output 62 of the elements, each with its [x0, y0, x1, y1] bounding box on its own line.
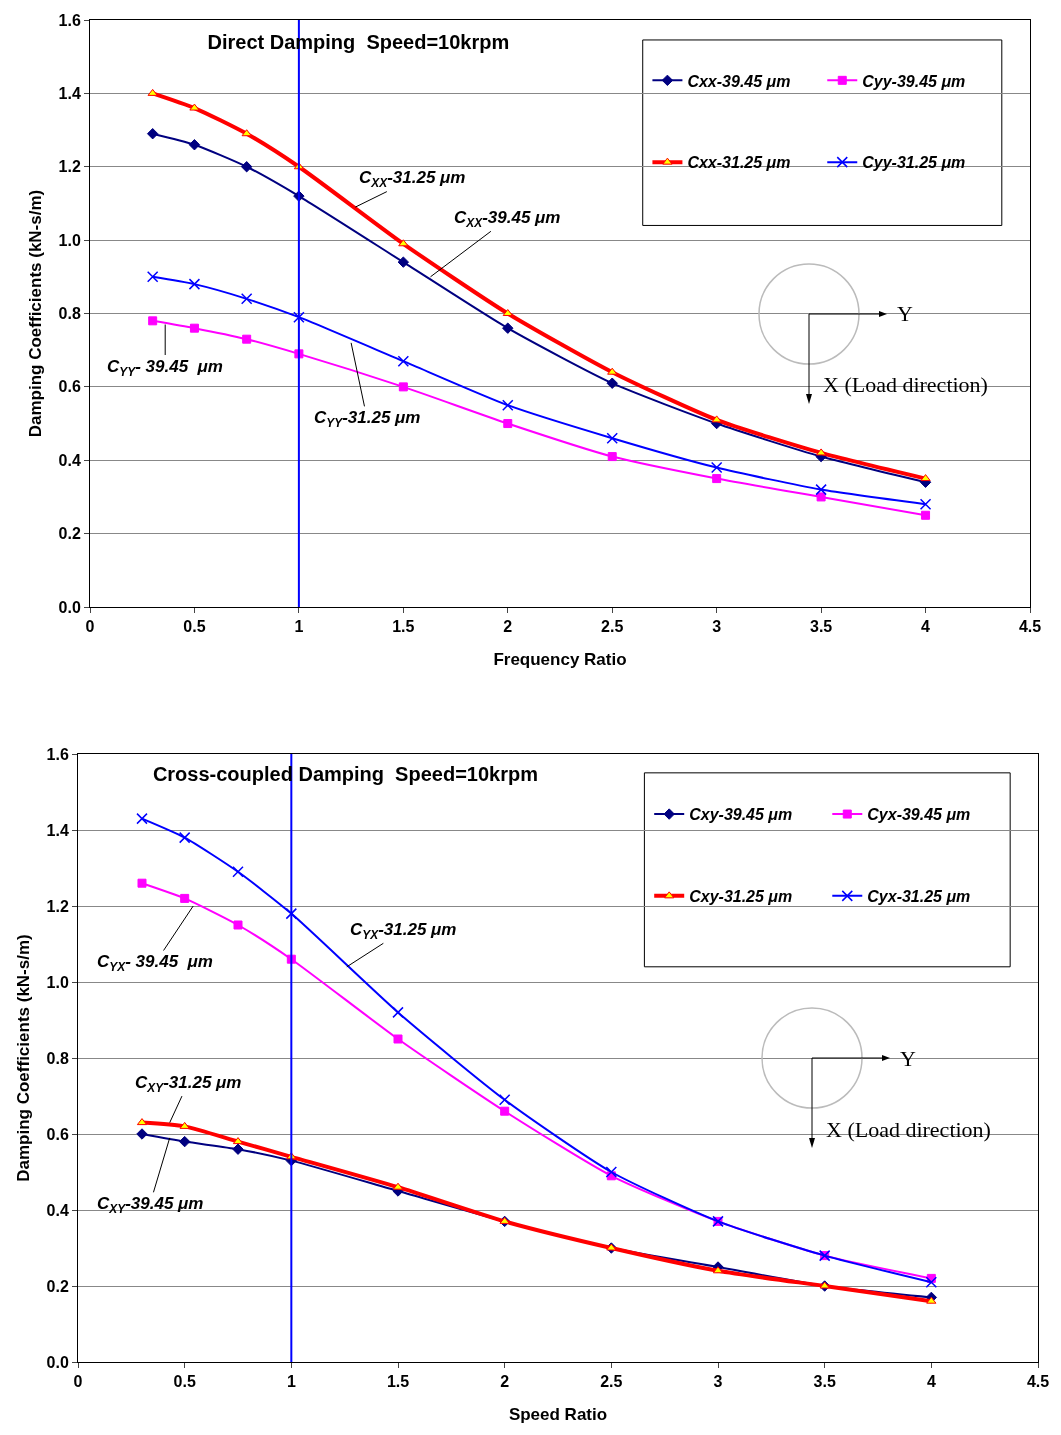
- annotation: C$_{XY}$-31.25 μm: [135, 1073, 242, 1095]
- annotation: X (Load direction): [826, 1117, 991, 1142]
- x-axis-title: Speed Ratio: [508, 1404, 608, 1424]
- y-tick-label: 1.6: [46, 745, 69, 763]
- annotation: C$_{YY}$- 39.45 μm: [107, 357, 223, 379]
- y-tick-label: 0.6: [46, 1125, 69, 1143]
- legend-label: Cyx-39.45 μm: [867, 806, 971, 824]
- y-tick-label: 0.8: [46, 1049, 69, 1067]
- y-tick-label: 1.4: [58, 84, 81, 102]
- y-tick-label: 1.0: [46, 973, 69, 991]
- annotation: C$_{XY}$-39.45 μm: [97, 1194, 204, 1216]
- x-tick-label: 4.5: [1026, 1373, 1050, 1391]
- annotation: Y: [897, 301, 913, 326]
- x-tick-label: 0.5: [183, 618, 206, 636]
- x-tick-label: 4: [921, 618, 931, 636]
- x-tick-label: 2.5: [600, 1373, 623, 1391]
- y-tick-label: 1.0: [58, 231, 81, 249]
- x-tick-label: 3: [712, 618, 722, 636]
- y-tick-label: 1.6: [58, 11, 81, 29]
- y-tick-label: 0.2: [46, 1277, 69, 1295]
- legend-label: Cyy-31.25 μm: [862, 154, 966, 172]
- x-tick-label: 2.5: [601, 618, 624, 636]
- x-tick-label: 3: [713, 1373, 723, 1391]
- annotation: C$_{YX}$-31.25 μm: [350, 920, 457, 942]
- x-tick-label: 1: [294, 618, 304, 636]
- legend-label: Cyy-39.45 μm: [862, 72, 966, 90]
- x-tick-label: 4.5: [1018, 618, 1042, 636]
- x-tick-label: 2: [500, 1373, 510, 1391]
- y-axis-title: Damping Coefficients (kN-s/m): [14, 934, 34, 1182]
- annotation: C$_{XX}$-39.45 μm: [454, 208, 561, 230]
- y-tick-label: 0.0: [46, 1353, 69, 1371]
- x-tick-label: 1: [286, 1373, 296, 1391]
- y-tick-label: 0.4: [46, 1201, 69, 1219]
- x-tick-label: 0: [73, 1373, 83, 1391]
- y-tick-label: 0.0: [58, 598, 81, 616]
- y-tick-label: 1.4: [46, 821, 69, 839]
- x-tick-label: 0: [85, 618, 95, 636]
- y-tick-label: 0.2: [58, 525, 81, 543]
- legend-label: Cxy-31.25 μm: [689, 888, 793, 906]
- annotation: C$_{XX}$-31.25 μm: [359, 168, 466, 190]
- x-tick-label: 1.5: [392, 618, 415, 636]
- legend-label: Cxy-39.45 μm: [689, 806, 793, 824]
- y-tick-label: 0.6: [58, 378, 81, 396]
- x-tick-label: 0.5: [173, 1373, 196, 1391]
- annotation: C$_{YX}$- 39.45 μm: [97, 952, 213, 974]
- y-tick-label: 0.8: [58, 305, 81, 323]
- annotation: C$_{YY}$-31.25 μm: [314, 408, 421, 430]
- legend-label: Cxx-39.45 μm: [687, 72, 791, 90]
- y-tick-label: 1.2: [58, 158, 81, 176]
- y-tick-label: 0.4: [58, 451, 81, 469]
- x-tick-label: 3.5: [809, 618, 833, 636]
- annotation: Y: [900, 1046, 916, 1071]
- legend-label: Cyx-31.25 μm: [867, 888, 971, 906]
- x-tick-label: 3.5: [813, 1373, 836, 1391]
- y-axis-title: Damping Coefficients (kN-s/m): [26, 189, 46, 438]
- x-tick-label: 2: [503, 618, 513, 636]
- annotation: X (Load direction): [823, 372, 988, 397]
- x-axis-title: Frequency Ratio: [493, 649, 627, 669]
- legend-label: Cxx-31.25 μm: [687, 154, 791, 172]
- x-tick-label: 4: [926, 1373, 936, 1391]
- x-tick-label: 1.5: [386, 1373, 410, 1391]
- y-tick-label: 1.2: [46, 897, 69, 915]
